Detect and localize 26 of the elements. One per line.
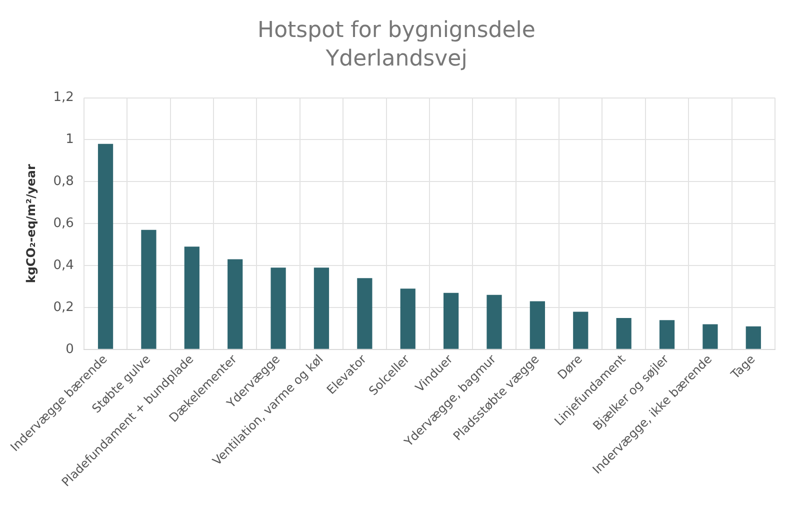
bar [141, 230, 156, 349]
bar [270, 268, 286, 349]
bar [228, 259, 243, 349]
bar [702, 324, 718, 349]
bar [98, 144, 114, 349]
bar [400, 288, 416, 349]
chart-subtitle: Yderlandsvej [324, 46, 468, 72]
bar [659, 320, 675, 349]
bar [314, 268, 330, 349]
chart-title: Hotspot for bygnignsdele [258, 18, 536, 43]
y-tick-label: 0,4 [53, 258, 74, 273]
bar [444, 292, 459, 349]
y-tick-label: 0 [66, 342, 74, 357]
bar [530, 301, 546, 349]
y-tick-label: 1 [66, 132, 74, 148]
y-tick-label: 1,2 [53, 90, 74, 106]
y-tick-label: 0,8 [53, 174, 74, 190]
bar [184, 246, 200, 349]
bar [357, 278, 372, 349]
bar [616, 318, 632, 349]
y-tick-label: 0,6 [53, 216, 74, 231]
bar [486, 294, 502, 349]
bar [746, 326, 761, 349]
y-axis-title: kgCO₂-eq/m²/year [24, 164, 38, 284]
bar [573, 312, 588, 349]
y-tick-label: 0,2 [53, 300, 74, 315]
